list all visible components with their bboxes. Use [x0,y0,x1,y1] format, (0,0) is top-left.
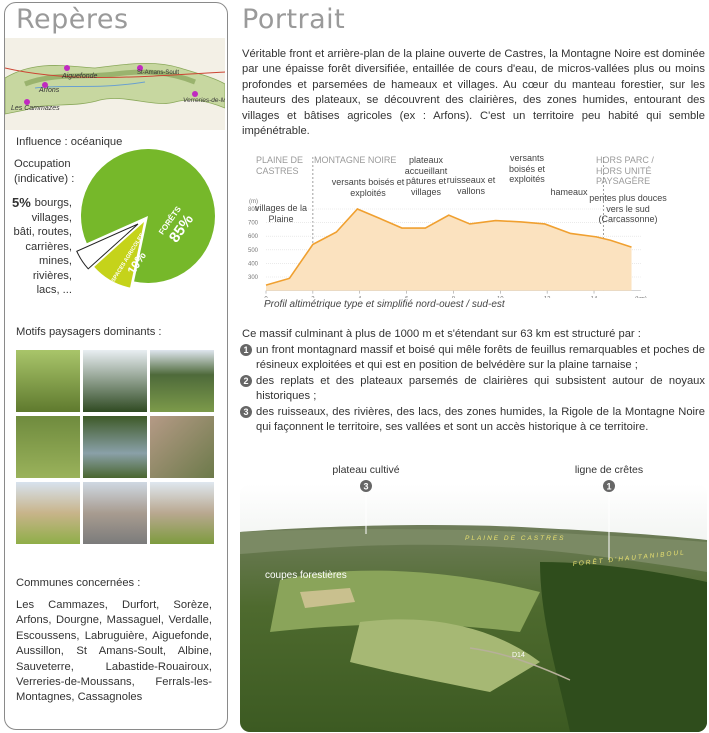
x-tick-label: 14 [591,297,598,298]
photo [150,350,214,412]
photo-marker-label: 3 [363,482,368,492]
pie-value-label: 5% [12,195,31,210]
profile-annotation: ruisseaux et vallons [446,175,496,196]
y-tick-label: 300 [248,275,259,281]
y-tick-label: 600 [248,234,259,240]
photo [83,416,147,478]
cut-area [300,588,355,608]
fields [270,570,540,632]
map-town [137,65,143,71]
y-tick-label: 400 [248,261,259,267]
list-text: des ruisseaux, des rivières, des lacs, d… [256,405,705,434]
profile-annotation: MONTAGNE NOIRE [314,155,397,165]
sidebar-frame [4,2,228,730]
plain-band [240,529,707,572]
pie-slice [81,149,215,283]
profile-area [266,209,632,291]
massif-list: 1 un front montagnard massif et boisé qui… [240,343,705,435]
photo [16,350,80,412]
list-text: un front montagnard massif et boisé qui … [256,344,705,372]
photo [16,482,80,544]
fields [350,619,540,692]
y-tick-label: 500 [248,248,259,254]
y-unit: (m) [249,199,258,205]
y-tick-label: 800 [248,207,259,213]
map-label: Aiguefonde [61,73,98,80]
communes-title: Communes concernées : [16,577,141,589]
forest [540,562,707,732]
profile-annotation: hameaux [550,187,588,197]
massif-intro: Ce massif culminant à plus de 1000 m et … [242,328,641,340]
pie-slice [94,222,144,288]
pie-category-label: bourgs, villages, bâti, routes, carrière… [13,197,72,296]
pie-slice [76,223,139,270]
map-label: Arfons [38,87,60,94]
profile-annotation: versants boisés et exploités [508,153,546,184]
map-label: Les Cammazes [11,105,60,112]
profile-annotation: plateaux accueillant pâtures et villages [404,155,448,197]
profile-annotation: HORS PARC / HORS UNITÉ PAYSAGÈRE [596,155,654,186]
photo-marker-label: 1 [606,482,611,492]
profile-caption: Profil altimétrique type et simplifié no… [264,299,505,310]
list-item: 3 des ruisseaux, des rivières, des lacs, … [240,405,705,436]
map-town [192,91,198,97]
profile-chart: 300 400 500 600 700 800 (m) 0 2 4 6 8 10 12 14 (km) PLA… [242,153,709,298]
profile-svg: 300 400 500 600 700 800 (m) 0 2 4 6 8 10 12 14 (km) [248,157,647,298]
list-item: 2 des replats et des plateaux parsemés de… [240,374,705,405]
photo [150,416,214,478]
x-tick-label: 0 [264,297,268,298]
profile-annotation: pentes plus douces vers le sud (Carcasso… [589,193,667,224]
map-label: Verreries-de-Moussans [183,97,225,104]
photo-label: D14 [512,652,525,659]
x-unit: (km) [635,297,647,298]
map-road [5,67,225,78]
photo [150,482,214,544]
portrait-title: Portrait [242,4,346,35]
profile-line [265,208,632,286]
photo [83,482,147,544]
pie-small-legend: 5% bourgs, villages, bâti, routes, carri… [12,195,72,298]
list-text: des replats et des plateaux parsemés de … [256,374,705,403]
influence: Influence : océanique [16,136,123,148]
photo-marker [603,480,615,492]
map-town [24,99,30,105]
photo-label: ligne de crêtes [575,464,643,476]
list-marker: 1 [240,344,252,356]
map-town [64,65,70,71]
communes-list: Les Cammazes, Durfort, Sorèze, Arfons, D… [16,599,212,704]
photo-label: plateau cultivé [332,464,399,476]
occupation-label: Occupation (indicative) : [14,158,75,186]
photo-marker [360,480,372,492]
map-label: St-Amans-Soult [137,70,179,76]
x-tick-label: 6 [405,297,409,298]
sidebar-title: Repères [16,4,129,35]
road-line [469,647,571,681]
x-tick-label: 8 [452,297,456,298]
photo-label: coupes forestières [265,570,347,581]
x-tick-label: 4 [358,297,362,298]
profile-annotation: versants boisés et exploités [331,177,405,198]
map-town [42,82,48,88]
profile-annotation: villages de la Plaine [254,203,308,224]
photo [83,350,147,412]
list-marker: 3 [240,405,252,418]
location-map: Aiguefonde Arfons Les Cammazes St-Amans-… [5,38,225,130]
photo-grid [16,350,214,544]
list-item: 1 un front montagnard massif et boisé qui… [240,343,705,374]
y-tick-label: 700 [248,221,259,227]
photo [16,416,80,478]
x-tick-label: 2 [311,297,315,298]
photo-label: PLAINE DE CASTRES [465,535,565,542]
x-tick-label: 10 [497,297,504,298]
aerial-photo: plateau cultivé 3 ligne de crêtes 1 coup… [240,464,707,732]
x-tick-label: 12 [544,297,551,298]
motifs-title: Motifs paysagers dominants : [16,326,162,338]
portrait-intro: Véritable front et arrière-plan de la pl… [242,48,705,138]
list-marker: 2 [240,374,252,387]
profile-annotation: PLAINE DE CASTRES [256,155,304,176]
